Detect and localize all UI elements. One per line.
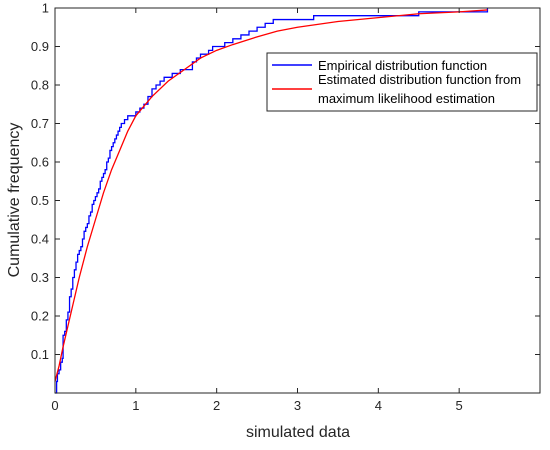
estimated-cdf-line bbox=[54, 9, 488, 382]
x-tick-label: 4 bbox=[375, 398, 382, 413]
y-tick-label: 0.2 bbox=[31, 309, 49, 324]
legend-label-estimated-line2: maximum likelihood estimation bbox=[318, 91, 495, 106]
x-tick-label: 2 bbox=[213, 398, 220, 413]
empirical-cdf-line bbox=[55, 8, 489, 394]
y-tick-label: 0.5 bbox=[31, 193, 49, 208]
y-tick-label: 0.8 bbox=[31, 78, 49, 93]
x-tick-label: 0 bbox=[51, 398, 58, 413]
y-tick-label: 0.9 bbox=[31, 39, 49, 54]
x-tick-label: 1 bbox=[132, 398, 139, 413]
y-tick-label: 0.6 bbox=[31, 155, 49, 170]
x-axis-title: simulated data bbox=[246, 424, 350, 441]
legend-label-empirical: Empirical distribution function bbox=[318, 58, 487, 73]
y-tick-label: 0.4 bbox=[31, 232, 49, 247]
y-tick-label: 0.7 bbox=[31, 116, 49, 131]
legend: Empirical distribution function Estimate… bbox=[266, 52, 538, 112]
series-layer bbox=[54, 8, 489, 394]
y-tick-label: 1 bbox=[42, 1, 49, 16]
y-tick-label: 0.3 bbox=[31, 270, 49, 285]
x-tick-label: 5 bbox=[456, 398, 463, 413]
y-axis-title: Cumulative frequency bbox=[6, 123, 23, 278]
y-tick-label: 0.1 bbox=[31, 347, 49, 362]
legend-box bbox=[266, 52, 538, 112]
legend-label-estimated-line1: Estimated distribution function from bbox=[318, 72, 521, 87]
plot-frame bbox=[54, 7, 541, 394]
ticks-layer: 0 1 2 3 4 5 0.1 0.2 0.3 0.4 0.5 0.6 0.7 0.8 0.9 1 bbox=[31, 1, 540, 413]
x-tick-label: 3 bbox=[294, 398, 301, 413]
